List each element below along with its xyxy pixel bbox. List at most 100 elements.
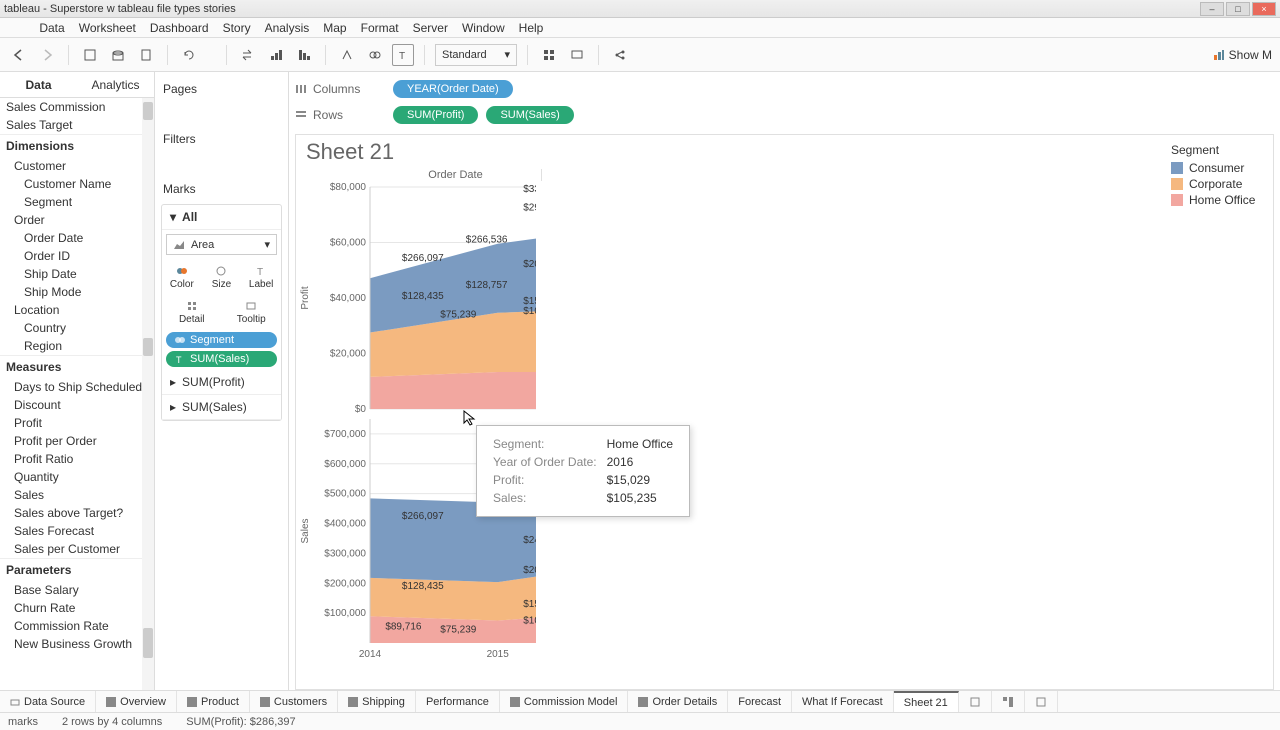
fit-dropdown[interactable]: Standard▾	[435, 44, 517, 66]
menu-item[interactable]: Window	[462, 21, 505, 35]
menu-item[interactable]: Map	[323, 21, 346, 35]
new-dashboard-button[interactable]	[992, 691, 1025, 712]
label-button[interactable]: TLabel	[243, 263, 279, 290]
menu-item[interactable]: Data	[39, 21, 64, 35]
sheet-tab[interactable]: Product	[177, 691, 250, 712]
sheet-tab[interactable]: What If Forecast	[792, 691, 894, 712]
sheet-tab-active[interactable]: Sheet 21	[894, 691, 959, 712]
row-pill-profit[interactable]: SUM(Profit)	[393, 106, 478, 124]
analytics-tab[interactable]: Analytics	[77, 72, 154, 97]
measure-field[interactable]: Profit Ratio	[0, 450, 154, 468]
menu-item[interactable]: Dashboard	[150, 21, 209, 35]
sheet-tab[interactable]: Customers	[250, 691, 338, 712]
mark-type-dropdown[interactable]: Area▾	[166, 234, 277, 255]
dim-field[interactable]: Segment	[0, 193, 154, 211]
legend-item[interactable]: Home Office	[1171, 193, 1265, 207]
labels-button[interactable]: T	[392, 44, 414, 66]
marks-pill-segment[interactable]: Segment	[166, 332, 277, 348]
new-sheet-button[interactable]	[135, 44, 157, 66]
swap-button[interactable]	[237, 44, 259, 66]
sheet-tab[interactable]: Overview	[96, 691, 177, 712]
forward-button[interactable]	[36, 44, 58, 66]
sheet-tab[interactable]: Shipping	[338, 691, 416, 712]
sheet-tab[interactable]: Commission Model	[500, 691, 629, 712]
param-field[interactable]: Commission Rate	[0, 617, 154, 635]
scroll-thumb[interactable]	[143, 102, 153, 120]
show-me-button[interactable]: Show M	[1213, 48, 1272, 62]
marks-sumprofit[interactable]: ▸SUM(Profit)	[162, 370, 281, 395]
new-worksheet-button[interactable]	[959, 691, 992, 712]
legend-item[interactable]: Consumer	[1171, 161, 1265, 175]
close-button[interactable]: ×	[1252, 2, 1276, 16]
sheet-tab[interactable]: Performance	[416, 691, 500, 712]
sort-desc-button[interactable]	[293, 44, 315, 66]
detail-button[interactable]: Detail	[174, 298, 210, 325]
dim-field[interactable]: Order ID	[0, 247, 154, 265]
measure-field[interactable]: Sales Forecast	[0, 522, 154, 540]
data-source[interactable]: Sales Target	[0, 116, 154, 134]
measure-field[interactable]: Sales per Customer	[0, 540, 154, 558]
new-data-button[interactable]	[107, 44, 129, 66]
dim-folder[interactable]: Order	[0, 211, 154, 229]
measure-field[interactable]: Sales above Target?	[0, 504, 154, 522]
sheet-tab[interactable]: Forecast	[728, 691, 792, 712]
columns-shelf[interactable]: Columns YEAR(Order Date)	[289, 76, 1280, 102]
pages-shelf[interactable]: Pages	[161, 78, 282, 100]
dim-field[interactable]: Customer Name	[0, 175, 154, 193]
sheet-title[interactable]: Sheet 21	[296, 135, 1273, 169]
menu-item[interactable]: Server	[413, 21, 448, 35]
data-tab[interactable]: Data	[0, 72, 77, 97]
param-field[interactable]: New Business Growth	[0, 635, 154, 653]
measure-field[interactable]: Days to Ship Scheduled	[0, 378, 154, 396]
marks-sumsales[interactable]: ▸SUM(Sales)	[162, 395, 281, 420]
menu-item[interactable]: Analysis	[265, 21, 310, 35]
marks-pill-sales[interactable]: TSUM(Sales)	[166, 351, 277, 367]
menu-item[interactable]: Help	[519, 21, 544, 35]
measure-field[interactable]: Profit	[0, 414, 154, 432]
col-pill-year[interactable]: YEAR(Order Date)	[393, 80, 513, 98]
measure-field[interactable]: Discount	[0, 396, 154, 414]
scroll-thumb[interactable]	[143, 628, 153, 658]
marks-all[interactable]: ▾All	[162, 205, 281, 230]
sort-asc-button[interactable]	[265, 44, 287, 66]
back-button[interactable]	[8, 44, 30, 66]
legend-item[interactable]: Corporate	[1171, 177, 1265, 191]
row-pill-sales[interactable]: SUM(Sales)	[486, 106, 573, 124]
group-button[interactable]	[364, 44, 386, 66]
color-button[interactable]: Color	[164, 263, 200, 290]
present-button[interactable]	[566, 44, 588, 66]
param-field[interactable]: Base Salary	[0, 581, 154, 599]
measure-field[interactable]: Sales	[0, 486, 154, 504]
rows-shelf[interactable]: Rows SUM(Profit) SUM(Sales)	[289, 102, 1280, 128]
undo-button[interactable]	[178, 44, 200, 66]
sheet-tab[interactable]: Data Source	[0, 691, 96, 712]
measure-field[interactable]: Quantity	[0, 468, 154, 486]
dim-folder[interactable]: Location	[0, 301, 154, 319]
maximize-button[interactable]: □	[1226, 2, 1250, 16]
scrollbar[interactable]	[142, 98, 154, 690]
size-button[interactable]: Size	[203, 263, 239, 290]
menu-item[interactable]: Format	[361, 21, 399, 35]
save-button[interactable]	[79, 44, 101, 66]
dim-field[interactable]: Ship Mode	[0, 283, 154, 301]
menu-item[interactable]: Worksheet	[79, 21, 136, 35]
tooltip-button[interactable]: Tooltip	[233, 298, 269, 325]
filters-shelf[interactable]: Filters	[161, 128, 282, 150]
dim-field[interactable]: Ship Date	[0, 265, 154, 283]
menu-item[interactable]: Story	[223, 21, 251, 35]
share-button[interactable]	[609, 44, 631, 66]
highlight-button[interactable]	[336, 44, 358, 66]
cards-button[interactable]	[538, 44, 560, 66]
param-field[interactable]: Churn Rate	[0, 599, 154, 617]
sheet-tab[interactable]: Order Details	[628, 691, 728, 712]
dim-field[interactable]: Region	[0, 337, 154, 355]
dim-folder[interactable]: Customer	[0, 157, 154, 175]
dim-field[interactable]: Order Date	[0, 229, 154, 247]
scroll-thumb[interactable]	[143, 338, 153, 356]
new-story-button[interactable]	[1025, 691, 1058, 712]
measure-field[interactable]: Profit per Order	[0, 432, 154, 450]
data-source[interactable]: Sales Commission	[0, 98, 154, 116]
profit-chart[interactable]: $0$20,000$40,000$60,000$80,000$331,905$2…	[296, 181, 542, 413]
minimize-button[interactable]: –	[1200, 2, 1224, 16]
dim-field[interactable]: Country	[0, 319, 154, 337]
